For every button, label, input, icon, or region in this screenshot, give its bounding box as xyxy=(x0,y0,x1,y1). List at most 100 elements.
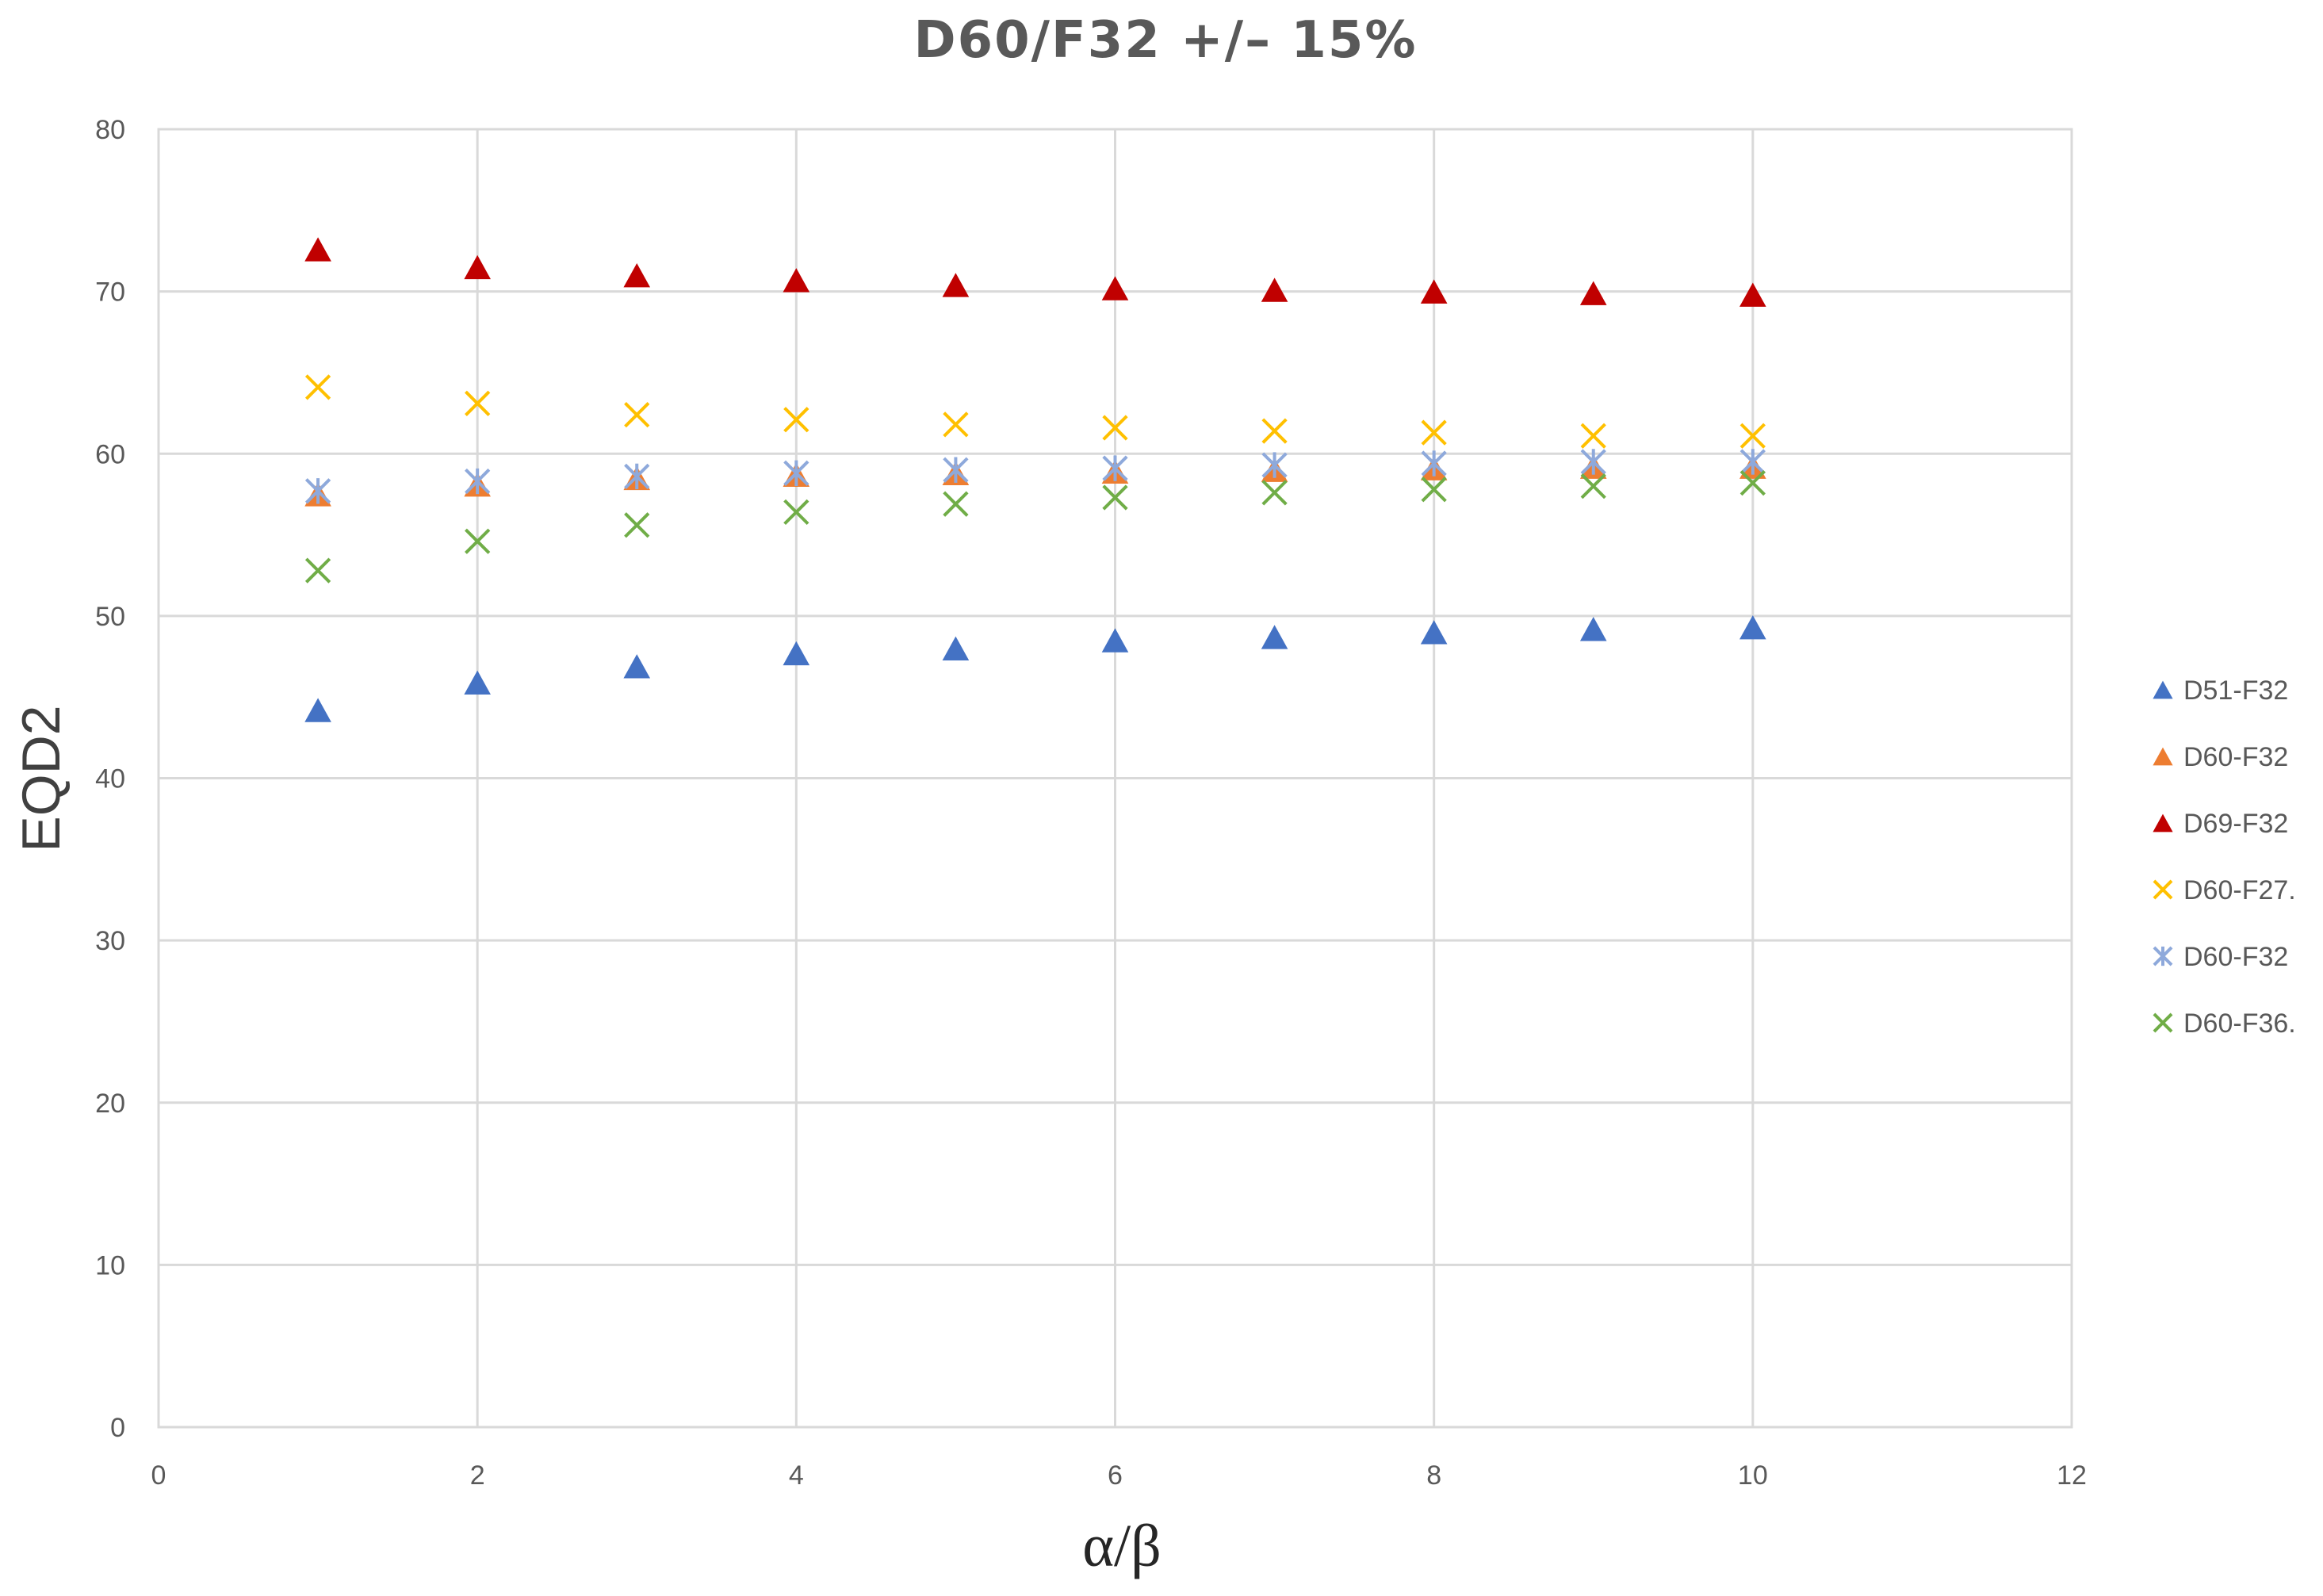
data-point xyxy=(304,478,331,504)
legend: D51-F32 D60-F32 D69-F32 D60-F27. D60-F32 D60-… xyxy=(2153,676,2296,1039)
data-point xyxy=(1420,620,1448,645)
legend-marker xyxy=(2153,813,2173,832)
data-point xyxy=(1102,484,1128,511)
data-point xyxy=(624,512,650,538)
data-point xyxy=(1739,423,1766,449)
data-point xyxy=(783,499,809,526)
x-tick-label: 0 xyxy=(151,1460,166,1491)
data-point xyxy=(465,390,491,416)
legend-item: D60-F32 xyxy=(2153,742,2288,772)
data-point xyxy=(1101,628,1129,653)
x-tick-label: 12 xyxy=(2057,1460,2087,1491)
y-tick-label: 0 xyxy=(110,1413,125,1443)
data-point xyxy=(783,460,809,486)
data-point xyxy=(783,268,810,293)
data-point xyxy=(1580,473,1606,499)
data-point xyxy=(623,262,651,288)
series-2 xyxy=(304,454,1766,507)
series-5 xyxy=(304,449,1766,504)
data-point xyxy=(1261,418,1288,444)
data-point xyxy=(1421,419,1447,446)
legend-marker xyxy=(2153,1012,2173,1033)
legend-label: D60-F32 xyxy=(2183,942,2288,972)
x-axis-ticks: 0 2 4 6 8 10 12 xyxy=(151,1460,2087,1491)
data-point xyxy=(1579,281,1607,305)
data-point xyxy=(304,557,331,584)
y-tick-label: 20 xyxy=(95,1089,125,1119)
legend-item: D69-F32 xyxy=(2153,809,2288,839)
data-point xyxy=(1739,614,1766,640)
y-axis-title: EQD2 xyxy=(11,705,71,852)
data-point xyxy=(624,463,650,490)
data-point xyxy=(465,528,491,554)
data-point xyxy=(783,407,809,433)
data-point xyxy=(1580,449,1606,475)
x-axis-title: α/β xyxy=(1082,1513,1162,1579)
series-1 xyxy=(304,614,1766,722)
data-point xyxy=(1101,276,1129,300)
series-6 xyxy=(304,469,1766,584)
legend-marker xyxy=(2153,680,2173,699)
data-point xyxy=(943,457,969,483)
data-point xyxy=(1102,455,1128,481)
y-tick-label: 50 xyxy=(95,602,125,632)
data-point xyxy=(1261,452,1288,478)
data-point xyxy=(623,654,651,679)
y-tick-label: 30 xyxy=(95,926,125,956)
data-point xyxy=(1261,277,1288,302)
x-tick-label: 10 xyxy=(1738,1460,1768,1491)
data-point xyxy=(1421,477,1447,503)
legend-item: D60-F32 xyxy=(2153,942,2288,972)
data-point xyxy=(304,698,331,722)
legend-label: D60-F36. xyxy=(2183,1009,2296,1039)
series-3 xyxy=(304,237,1766,307)
grid xyxy=(157,128,2073,1429)
y-tick-label: 40 xyxy=(95,764,125,794)
data-point xyxy=(942,636,970,660)
x-tick-label: 4 xyxy=(789,1460,804,1491)
legend-label: D60-F32 xyxy=(2183,742,2288,772)
data-point xyxy=(465,468,491,495)
data-point xyxy=(1739,282,1766,307)
data-point xyxy=(943,411,969,438)
data-point xyxy=(1261,625,1288,649)
plot-area xyxy=(157,128,2073,1429)
data-point xyxy=(464,670,491,695)
y-tick-label: 80 xyxy=(95,115,125,145)
x-tick-label: 8 xyxy=(1426,1460,1441,1491)
data-point xyxy=(1421,450,1447,477)
data-point xyxy=(1739,469,1766,496)
data-point xyxy=(1102,415,1128,441)
legend-marker xyxy=(2153,946,2173,966)
data-point xyxy=(304,374,331,400)
data-point xyxy=(942,273,970,297)
legend-item: D60-F27. xyxy=(2153,875,2296,905)
legend-label: D60-F27. xyxy=(2183,875,2296,905)
data-series xyxy=(304,237,1766,722)
chart-title: D60/F32 +/– 15% xyxy=(913,11,1417,70)
x-tick-label: 6 xyxy=(1108,1460,1123,1491)
y-tick-label: 60 xyxy=(95,439,125,469)
legend-item: D60-F36. xyxy=(2153,1009,2296,1039)
y-tick-label: 10 xyxy=(95,1250,125,1280)
data-point xyxy=(943,491,969,517)
y-axis-ticks: 0 10 20 30 40 50 60 70 80 xyxy=(95,115,125,1443)
data-point xyxy=(1579,617,1607,641)
legend-marker xyxy=(2153,747,2173,766)
legend-marker xyxy=(2153,879,2173,900)
data-point xyxy=(464,255,491,280)
data-point xyxy=(783,641,810,666)
legend-item: D51-F32 xyxy=(2153,676,2288,706)
data-point xyxy=(1261,480,1288,506)
data-point xyxy=(1420,279,1448,304)
legend-label: D51-F32 xyxy=(2183,676,2288,706)
data-point xyxy=(304,237,331,262)
legend-label: D69-F32 xyxy=(2183,809,2288,839)
x-tick-label: 2 xyxy=(470,1460,485,1491)
data-point xyxy=(624,402,650,428)
data-point xyxy=(1580,423,1606,449)
y-tick-label: 70 xyxy=(95,277,125,308)
data-point xyxy=(1739,449,1766,475)
series-4 xyxy=(304,374,1766,449)
